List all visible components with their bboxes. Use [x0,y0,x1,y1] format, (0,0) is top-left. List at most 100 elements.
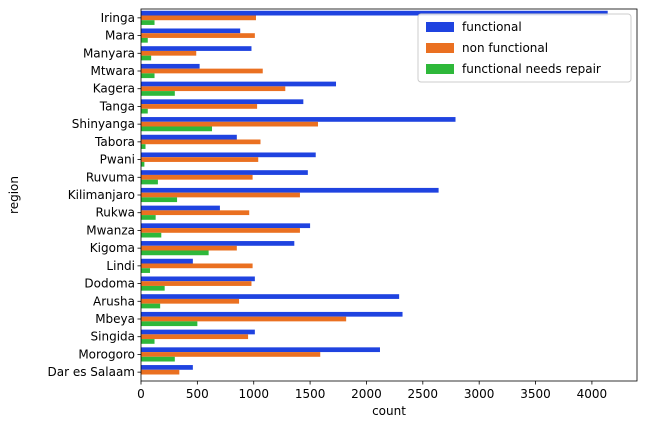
y-tick-label-arusha: Arusha [93,294,135,308]
bar-rukwa-functional [141,205,220,211]
bar-singida-functional-needs-repair [141,339,155,344]
bar-arusha-functional-needs-repair [141,303,161,309]
bar-dodoma-functional [141,276,255,282]
legend-label-functional-needs-repair: functional needs repair [462,62,601,76]
bar-manyara-non-functional [141,50,197,56]
bar-iringa-functional-needs-repair [141,20,155,25]
bar-kilimanjaro-functional [141,187,439,193]
legend-label-functional: functional [462,20,522,34]
ticks-layer: Iringa Mara Manyara Mtwara Kagera Tanga Shinya… [48,11,608,401]
bar-shinyanga-non-functional [141,121,318,127]
bar-kigoma-functional-needs-repair [141,250,209,256]
bar-lindi-functional-needs-repair [141,268,151,273]
bar-rukwa-non-functional [141,210,250,216]
bar-kilimanjaro-functional-needs-repair [141,197,178,203]
bar-mbeya-functional-needs-repair [141,321,198,327]
bar-dar-es-salaam-functional [141,365,193,370]
bar-iringa-non-functional [141,15,256,21]
bar-arusha-functional [141,294,400,299]
x-tick-label-0: 0 [137,387,145,401]
bar-morogoro-non-functional [141,352,321,357]
bar-lindi-functional [141,258,193,264]
bar-tabora-functional-needs-repair [141,144,146,149]
bar-morogoro-functional [141,347,380,353]
bar-mbeya-non-functional [141,316,347,322]
bar-tanga-non-functional [141,104,258,109]
y-tick-label-kagera: Kagera [93,82,135,96]
bar-dar-es-salaam-non-functional [141,369,180,375]
y-tick-label-mwanza: Mwanza [86,223,135,237]
y-tick-label-kilimanjaro: Kilimanjaro [68,188,135,202]
y-tick-label-mbeya: Mbeya [95,312,135,326]
y-tick-label-mtwara: Mtwara [90,64,135,78]
bar-mwanza-functional-needs-repair [141,232,162,238]
bar-tanga-functional [141,99,304,105]
legend-box [417,13,632,83]
y-axis-label: region [7,176,21,214]
y-tick-label-dodoma: Dodoma [84,277,135,291]
bars-layer [141,10,608,375]
y-tick-label-lindi: Lindi [106,259,135,273]
bar-iringa-functional [141,10,608,16]
x-tick-label-1500: 1500 [295,387,326,401]
bar-mwanza-non-functional [141,228,300,233]
legend: functional non functional functional nee… [417,13,632,83]
bar-kilimanjaro-non-functional [141,192,300,198]
legend-swatch-functional-needs-repair [426,64,454,74]
legend-swatch-functional [426,22,454,32]
bar-kagera-functional-needs-repair [141,91,175,96]
bar-lindi-non-functional [141,263,253,269]
bar-kagera-non-functional [141,86,286,92]
x-tick-label-3500: 3500 [520,387,551,401]
y-tick-label-tabora: Tabora [94,135,135,149]
x-tick-label-500: 500 [186,387,209,401]
bar-pwani-functional [141,152,316,158]
legend-label-non-functional: non functional [462,41,548,55]
bar-kigoma-non-functional [141,245,237,251]
bar-kigoma-functional [141,241,295,246]
bar-mbeya-functional [141,311,403,317]
bar-mtwara-functional [141,63,200,69]
bar-manyara-functional-needs-repair [141,55,152,61]
bar-ruvuma-functional-needs-repair [141,179,158,185]
bar-dodoma-non-functional [141,281,252,286]
bar-ruvuma-non-functional [141,174,253,180]
bar-shinyanga-functional-needs-repair [141,126,213,132]
x-tick-label-3000: 3000 [464,387,495,401]
bar-kagera-functional [141,81,337,87]
y-tick-label-tanga: Tanga [99,99,135,113]
bar-mtwara-functional-needs-repair [141,73,155,79]
bar-rukwa-functional-needs-repair [141,215,156,220]
bar-singida-non-functional [141,334,249,340]
bar-pwani-functional-needs-repair [141,161,145,167]
y-tick-label-rukwa: Rukwa [95,206,135,220]
bar-dodoma-functional-needs-repair [141,285,165,291]
y-tick-label-pwani: Pwani [100,153,135,167]
y-tick-label-kigoma: Kigoma [90,241,135,255]
bar-shinyanga-functional [141,117,456,122]
bar-mara-functional-needs-repair [141,37,148,43]
y-tick-label-morogoro: Morogoro [78,347,135,361]
y-tick-label-dar-es-salaam: Dar es Salaam [48,365,136,379]
bar-tabora-non-functional [141,139,261,145]
y-tick-label-ruvuma: Ruvuma [86,170,135,184]
bar-arusha-non-functional [141,298,240,304]
y-tick-label-iringa: Iringa [101,11,135,25]
x-tick-label-2500: 2500 [408,387,439,401]
bar-pwani-non-functional [141,157,259,162]
bar-tabora-functional [141,134,237,140]
bar-mtwara-non-functional [141,68,263,74]
y-tick-label-shinyanga: Shinyanga [72,117,135,131]
x-axis-label: count [372,404,406,418]
legend-swatch-non-functional [426,43,454,53]
y-tick-label-singida: Singida [91,330,135,344]
bar-manyara-functional [141,46,252,51]
bar-mwanza-functional [141,223,311,229]
bar-singida-functional [141,329,255,335]
bar-tanga-functional-needs-repair [141,108,148,114]
x-tick-label-4000: 4000 [577,387,608,401]
bar-mara-non-functional [141,33,255,38]
x-tick-label-2000: 2000 [351,387,382,401]
